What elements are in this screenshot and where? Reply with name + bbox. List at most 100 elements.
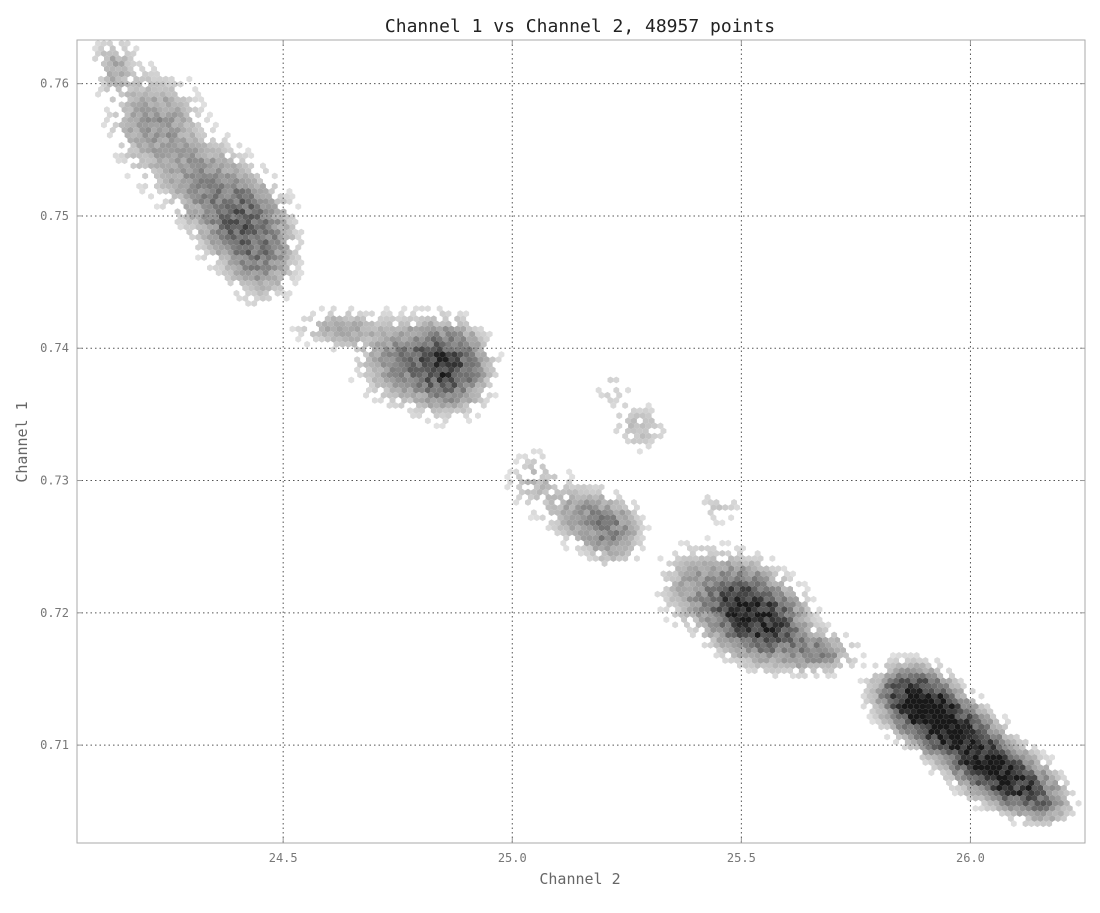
hexbin-cell <box>245 187 252 195</box>
hexbin-cell <box>613 499 620 506</box>
hexbin-cell <box>887 687 894 695</box>
hexbin-cell <box>678 611 684 618</box>
hexbin-cell <box>972 703 979 710</box>
hexbin-cell <box>916 708 923 715</box>
hexbin-cell <box>728 504 735 511</box>
hexbin-cell <box>784 662 790 669</box>
hexbin-cell <box>984 733 991 741</box>
hexbin-cell <box>854 641 861 649</box>
hexbin-cell <box>236 142 243 149</box>
hexbin-cell <box>901 652 908 659</box>
hexbin-cell <box>689 550 696 557</box>
hexbin-cell <box>669 575 676 583</box>
hexbin-cell <box>707 641 714 649</box>
hexbin-cell <box>313 335 319 343</box>
hexbin-cell <box>148 70 154 78</box>
hexbin-cell <box>224 162 231 170</box>
hexbin-cell <box>204 198 210 205</box>
hexbin-cell <box>410 310 417 318</box>
hexbin-cell <box>395 346 402 353</box>
hexbin-cell <box>218 172 225 180</box>
hexbin-cell <box>563 544 570 552</box>
hexbin-cell <box>692 606 699 613</box>
hexbin-cell <box>480 402 487 409</box>
hexbin-cell <box>398 371 405 379</box>
hexbin-cell <box>563 504 570 511</box>
hexbin-cell <box>790 590 796 598</box>
hexbin-cell <box>174 106 181 114</box>
hexbin-cell <box>548 519 555 527</box>
hexbin-cell <box>722 595 729 603</box>
hexbin-cell <box>757 616 764 624</box>
hexbin-cell <box>439 351 446 358</box>
hexbin-cell <box>454 386 461 394</box>
hexbin-cell <box>769 646 776 654</box>
hexbin-cell <box>719 539 726 547</box>
hexbin-cell <box>592 483 599 491</box>
x-tick-label: 24.5 <box>269 851 298 865</box>
hexbin-cell <box>236 213 243 221</box>
hexbin-cell <box>198 136 205 144</box>
hexbin-cell <box>937 703 944 710</box>
hexbin-cell <box>1040 779 1047 787</box>
hexbin-cell <box>265 264 272 272</box>
hexbin-cell <box>987 708 994 715</box>
hexbin-cell <box>401 335 408 343</box>
hexbin-cell <box>745 575 752 583</box>
hexbin-cell <box>999 728 1005 736</box>
hexbin-cell <box>990 733 997 741</box>
hexbin-cell <box>469 391 475 399</box>
hexbin-cell <box>186 106 193 114</box>
hexbin-cell <box>98 45 104 52</box>
hexbin-cell <box>413 366 419 374</box>
hexbin-cell <box>666 601 673 608</box>
hexbin-cell <box>731 631 737 639</box>
hexbin-cell <box>480 371 487 379</box>
hexbin-cell <box>215 167 222 175</box>
hexbin-cell <box>863 687 870 695</box>
hexbin-cell <box>801 601 808 608</box>
hexbin-cell <box>236 162 243 170</box>
hexbin-cell <box>210 218 216 226</box>
hexbin-cell <box>227 279 234 287</box>
hexbin-cell <box>513 499 520 506</box>
hexbin-cell <box>1002 774 1008 782</box>
hexbin-cell <box>987 748 994 756</box>
hexbin-cell <box>751 555 758 562</box>
hexbin-cell <box>318 335 325 343</box>
hexbin-cell <box>1040 820 1047 828</box>
hexbin-cell <box>136 131 143 139</box>
hexbin-cell <box>981 789 988 797</box>
hexbin-cell <box>742 601 749 608</box>
hexbin-cell <box>189 162 196 170</box>
hexbin-cell <box>224 142 231 149</box>
hexbin-cell <box>1010 810 1017 817</box>
hexbin-cell <box>148 152 154 159</box>
hexbin-cell <box>1005 779 1011 787</box>
hexbin-cell <box>221 259 228 267</box>
hexbin-cell <box>742 580 749 588</box>
hexbin-cell <box>952 708 958 715</box>
hexbin-cell <box>401 376 408 384</box>
hexbin-cell <box>369 330 375 338</box>
hexbin-cell <box>981 748 988 756</box>
hexbin-cell <box>681 595 687 603</box>
hexbin-cell <box>472 376 478 384</box>
hexbin-cell <box>949 692 955 700</box>
hexbin-cell <box>192 177 199 185</box>
hexbin-cell <box>1007 754 1014 761</box>
hexbin-cell <box>168 75 175 83</box>
hexbin-cell <box>952 728 958 736</box>
hexbin-cell <box>1037 774 1044 782</box>
hexbin-cell <box>1005 769 1011 777</box>
hexbin-cell <box>475 391 481 399</box>
hexbin-cell <box>972 723 979 731</box>
hexbin-cell <box>475 361 481 369</box>
hexbin-cell <box>863 697 870 705</box>
hexbin-cell <box>781 565 788 573</box>
hexbin-cell <box>168 85 175 93</box>
hexbin-cell <box>469 340 475 348</box>
hexbin-cell <box>952 769 958 777</box>
hexbin-cell <box>1028 759 1035 766</box>
hexbin-cell <box>687 544 693 552</box>
